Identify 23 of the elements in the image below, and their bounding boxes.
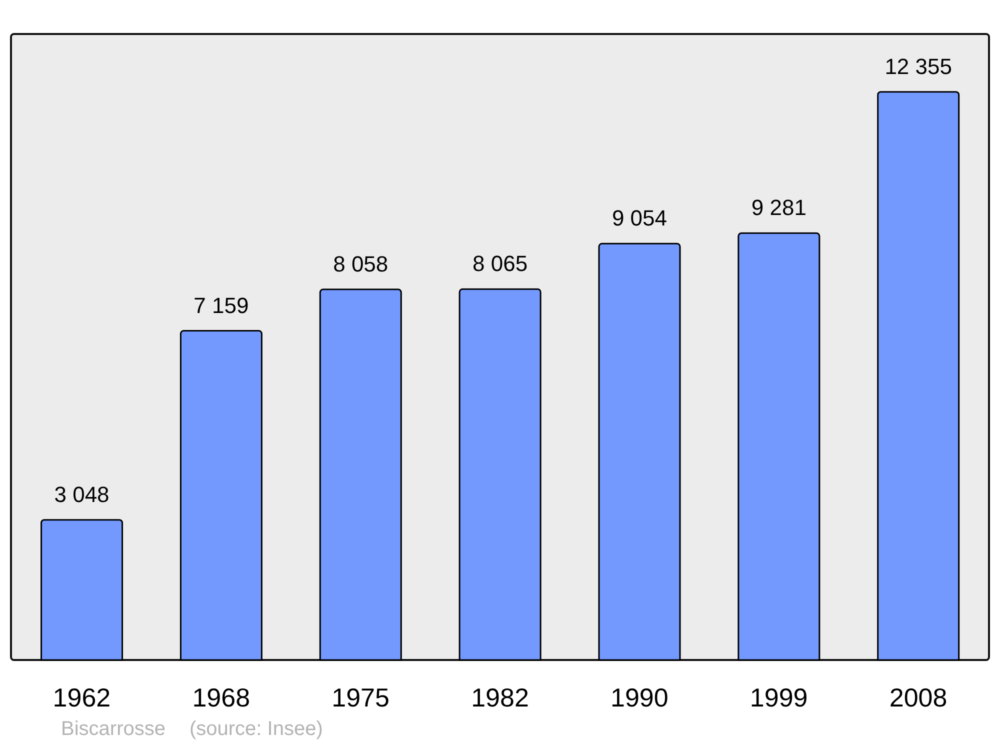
x-tick-label: 2008 [889, 682, 948, 712]
x-tick-label: 1968 [192, 682, 250, 712]
x-tick-label: 1975 [332, 682, 390, 712]
bar [877, 91, 960, 661]
x-tick-label: 1982 [471, 682, 529, 712]
data-label: 9 054 [612, 206, 668, 231]
text: (source: Insee) [189, 718, 323, 740]
data-label: 7 159 [194, 292, 249, 318]
bar [180, 330, 262, 661]
data-label: 9 281 [751, 195, 806, 220]
data-label: 8 058 [333, 251, 388, 276]
bar [738, 232, 820, 661]
text: Biscarrosse [61, 718, 166, 740]
x-tick-label: 1999 [750, 682, 808, 712]
bar [40, 519, 124, 661]
bar [598, 242, 681, 661]
x-tick-label: 1990 [610, 682, 668, 712]
data-label: 3 048 [54, 482, 110, 507]
x-tick-label: 1962 [52, 682, 111, 712]
bar [319, 288, 402, 661]
data-label: 8 065 [472, 251, 528, 276]
bar [458, 288, 542, 661]
data-label: 12 355 [884, 54, 952, 79]
